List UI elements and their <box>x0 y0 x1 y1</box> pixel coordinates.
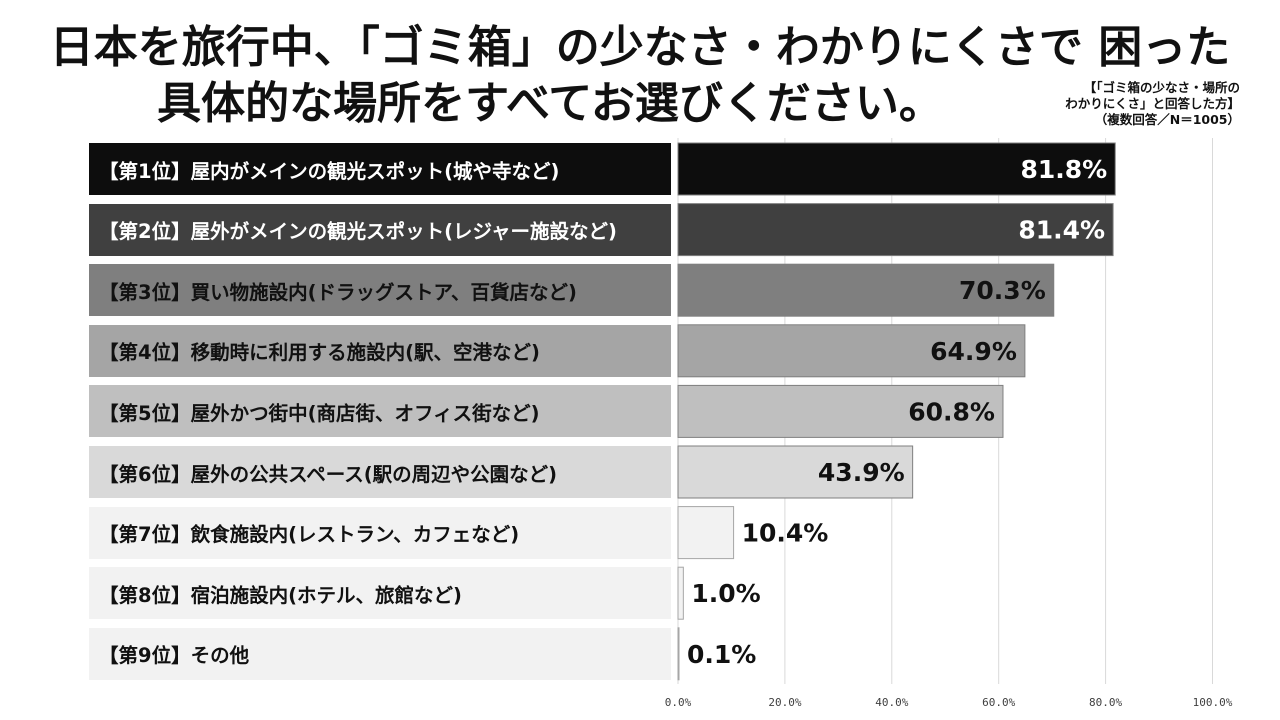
sample-note-line3: （複数回答／N＝1005） <box>1094 112 1240 127</box>
bar <box>677 203 1114 257</box>
x-tick-label: 20.0% <box>768 696 801 709</box>
category-label: 【第8位】宿泊施設内(ホテル、旅館など) <box>89 567 671 620</box>
x-tick-label: 40.0% <box>875 696 908 709</box>
value-label: 81.8% <box>1020 155 1107 184</box>
bar <box>677 384 1004 438</box>
value-label: 64.9% <box>930 337 1017 366</box>
category-label: 【第1位】屋内がメインの観光スポット(城や寺など) <box>89 143 671 195</box>
bars <box>677 142 1116 681</box>
sample-note-line1: 【「ゴミ箱の少なさ・場所の <box>1083 80 1240 95</box>
bar <box>677 324 1026 378</box>
value-label: 70.3% <box>959 276 1046 305</box>
category-label: 【第4位】移動時に利用する施設内(駅、空港など) <box>89 324 671 377</box>
bar <box>677 566 684 620</box>
category-label: 【第9位】その他 <box>89 627 671 680</box>
category-label: 【第7位】飲食施設内(レストラン、カフェなど) <box>89 506 671 559</box>
value-label: 81.4% <box>1018 216 1105 245</box>
x-tick-label: 60.0% <box>982 696 1015 709</box>
category-label: 【第3位】買い物施設内(ドラッグストア、百貨店など) <box>89 264 671 317</box>
bar <box>677 627 680 681</box>
x-tick-label: 80.0% <box>1089 696 1122 709</box>
x-tick-label: 100.0% <box>1193 696 1233 709</box>
sample-note-line2: わかりにくさ」と回答した方】 <box>1065 96 1240 111</box>
bar <box>677 445 914 499</box>
chart-title-line2: 具体的な場所をすべてお選びください。 <box>157 78 943 129</box>
category-label: 【第2位】屋外がメインの観光スポット(レジャー施設など) <box>89 203 671 256</box>
bar <box>677 142 1116 196</box>
value-label: 1.0% <box>691 579 760 608</box>
value-label: 10.4% <box>742 519 829 548</box>
bar <box>677 263 1055 317</box>
value-label: 43.9% <box>818 458 905 487</box>
x-tick-label: 0.0% <box>665 696 692 709</box>
x-axis-ticks: 0.0% 20.0% 40.0% 60.0% 80.0% 100.0% <box>665 696 1233 709</box>
bar <box>677 506 735 560</box>
category-label: 【第5位】屋外かつ街中(商店街、オフィス街など) <box>89 385 671 438</box>
value-label: 0.1% <box>687 640 756 669</box>
category-label: 【第6位】屋外の公共スペース(駅の周辺や公園など) <box>89 446 671 498</box>
value-labels: 81.8% 81.4% 70.3% 64.9% 60.8% 43.9% 10.4% 1.0% 0… <box>687 155 1107 669</box>
value-label: 60.8% <box>908 397 995 426</box>
chart-title-line1: 日本を旅行中、「ゴミ箱」の少なさ・わかりにくさで 困った <box>49 22 1231 73</box>
